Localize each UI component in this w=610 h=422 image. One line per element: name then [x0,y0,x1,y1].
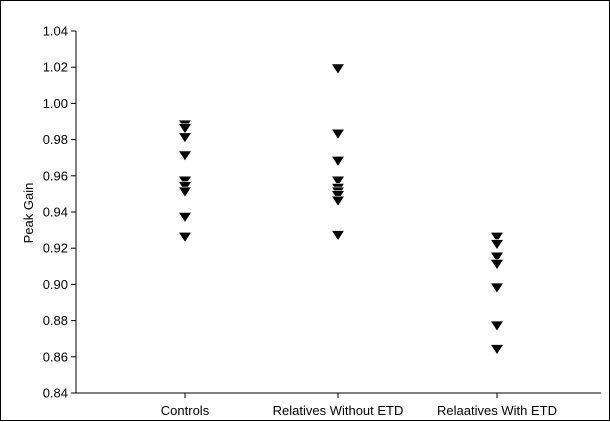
y-tick-label: 0.88 [43,313,68,328]
y-tick-label: 0.92 [43,241,68,256]
x-tick-label: Relatives Without ETD [273,403,404,418]
y-tick-label: 1.02 [43,60,68,75]
data-point-triangle [177,123,193,135]
x-axis-ticks: Controls Relatives Without ETD Relaatives … [161,393,557,418]
data-point-triangle [177,181,193,193]
data-point-triangle [330,175,346,187]
y-tick-label: 0.86 [43,349,68,364]
data-point-triangle [330,230,346,242]
data-point-triangle [177,132,193,144]
axes [75,31,601,394]
data-point-triangle [330,156,346,167]
data-point-triangle [330,195,346,207]
x-tick-label: Controls [161,403,210,418]
y-axis-title: Peak Gain [21,183,36,244]
data-point-triangle [177,186,193,198]
data-point-triangle [489,320,505,332]
y-tick-label: 0.96 [43,168,68,183]
data-point-triangle [177,212,193,223]
y-axis-ticks: 0.84 0.86 0.88 0.90 0.92 0.94 0.96 0.98 1.00 1.02… [43,24,76,401]
y-tick-label: 0.98 [43,132,68,147]
y-tick-label: 1.00 [43,96,68,111]
data-point-triangle [489,282,505,294]
data-point-triangle [330,128,346,140]
x-tick-label: Relaatives With ETD [437,403,557,418]
data-point-triangle [177,175,193,187]
data-points [177,63,505,356]
y-tick-label: 0.90 [43,277,68,292]
y-tick-label: 0.84 [43,386,68,401]
y-tick-label: 1.04 [43,24,68,39]
y-tick-label: 0.94 [43,205,68,220]
data-point-triangle [177,150,193,162]
data-point-triangle [489,232,505,243]
data-point-triangle [330,63,346,75]
data-point-triangle [330,190,346,202]
data-point-triangle [489,259,505,271]
data-point-triangle [177,232,193,243]
data-point-triangle [489,239,505,251]
data-point-triangle [489,251,505,263]
data-point-triangle [489,344,505,356]
